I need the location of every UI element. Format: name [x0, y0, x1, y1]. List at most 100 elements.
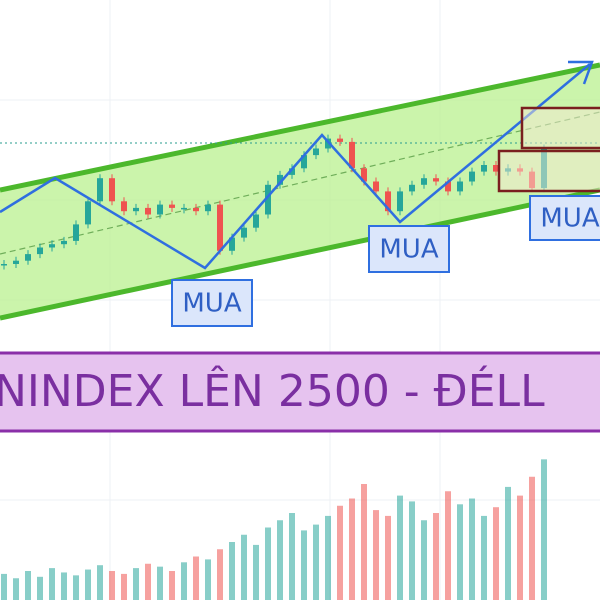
volume-bar: [181, 562, 187, 600]
volume-bar: [133, 568, 139, 600]
candle: [253, 214, 259, 228]
candle: [265, 184, 271, 215]
candle: [313, 148, 319, 156]
volume-bar: [13, 578, 19, 600]
candle: [289, 168, 295, 175]
candle: [349, 141, 355, 169]
annotation: MUA: [540, 204, 599, 234]
volume-bar: [361, 484, 367, 600]
volume-bar: [229, 542, 235, 600]
candle: [193, 207, 199, 212]
candle: [421, 178, 427, 185]
candle: [37, 247, 43, 255]
candle: [13, 260, 19, 264]
volume-bar: [469, 498, 475, 600]
candle: [469, 171, 475, 182]
volume-bar: [265, 527, 271, 600]
channel-mid: [0, 111, 600, 255]
candle: [361, 168, 367, 182]
candle: [1, 264, 7, 266]
volume-bar: [397, 495, 403, 600]
annotation: MUA: [182, 289, 241, 319]
zigzag-path: [0, 63, 591, 270]
candle: [457, 181, 463, 192]
volume-bar: [241, 534, 247, 600]
label-box: [368, 225, 450, 273]
candle: [385, 191, 391, 212]
volume-bar: [433, 513, 439, 600]
candle: [133, 207, 139, 212]
candle: [241, 227, 247, 238]
candles: [1, 134, 547, 270]
volume-bar: [373, 510, 379, 600]
candle: [145, 207, 151, 215]
title-banner: [0, 351, 600, 433]
volume-bar: [109, 571, 115, 600]
volume-bar: [313, 524, 319, 600]
candle: [277, 174, 283, 185]
candle: [97, 178, 103, 202]
volume-bar: [253, 544, 259, 600]
volume-bar: [325, 515, 331, 600]
candle: [61, 240, 67, 245]
volume-bar: [85, 569, 91, 600]
candle: [109, 178, 115, 202]
volume-bar: [457, 504, 463, 600]
candle: [217, 204, 223, 251]
zone-box: [520, 106, 600, 150]
volume-bar: [61, 572, 67, 600]
volume-bar: [409, 501, 415, 600]
volume-bars: [1, 459, 547, 600]
candle: [157, 204, 163, 215]
volume-bar: [301, 530, 307, 600]
volume-bar: [493, 507, 499, 600]
label-box: [529, 195, 600, 241]
candle: [481, 165, 487, 172]
volume-bar: [349, 498, 355, 600]
channel-top: [0, 62, 600, 193]
candle: [433, 178, 439, 182]
volume-bar: [505, 486, 511, 600]
channel-bottom: [0, 187, 600, 321]
label-box: [171, 279, 253, 327]
candle: [49, 244, 55, 248]
candle: [169, 204, 175, 208]
volume-bar: [73, 575, 79, 600]
annotation: MUA: [379, 235, 438, 265]
candle: [337, 138, 343, 142]
volume-bar: [337, 505, 343, 600]
volume-bar: [421, 520, 427, 600]
volume-bar: [277, 520, 283, 600]
candle: [229, 237, 235, 251]
zone-box: [497, 149, 600, 193]
volume-bar: [193, 556, 199, 600]
volume-bar: [445, 491, 451, 600]
candle: [445, 181, 451, 192]
volume-bar: [157, 566, 163, 600]
chart-title: NINDEX LÊN 2500 - ĐÉLL: [0, 364, 545, 417]
arrow-head: [568, 60, 594, 85]
candle: [205, 204, 211, 212]
volume-bar: [217, 549, 223, 600]
volume-bar: [37, 576, 43, 600]
candle: [493, 165, 499, 172]
volume-bar: [145, 563, 151, 600]
candle: [181, 207, 187, 210]
volume-bar: [541, 459, 547, 600]
candle: [25, 254, 31, 261]
candle: [373, 181, 379, 192]
volume-bar: [289, 513, 295, 600]
volume-bar: [1, 573, 7, 600]
candle: [397, 191, 403, 212]
volume-bar: [481, 515, 487, 600]
volume-bar: [205, 559, 211, 600]
volume-bar: [529, 476, 535, 600]
candle: [85, 201, 91, 225]
candle: [409, 184, 415, 192]
volume-bar: [97, 565, 103, 600]
candle: [73, 224, 79, 241]
candle: [121, 201, 127, 212]
volume-bar: [517, 495, 523, 600]
volume-bar: [49, 568, 55, 600]
